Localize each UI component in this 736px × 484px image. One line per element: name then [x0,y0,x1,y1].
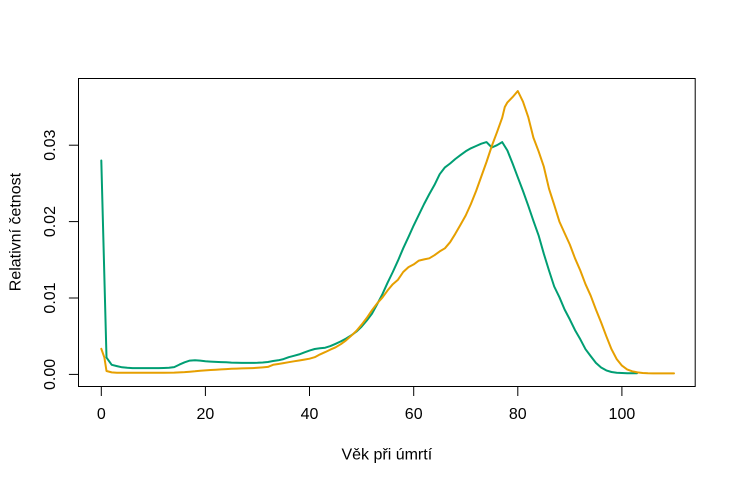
svg-text:Relativní četnost: Relativní četnost [7,172,24,291]
svg-text:80: 80 [509,406,527,423]
svg-text:Věk při úmrtí: Věk při úmrtí [341,446,432,463]
svg-text:40: 40 [301,406,319,423]
svg-text:0: 0 [97,406,106,423]
svg-text:20: 20 [197,406,215,423]
svg-text:0.03: 0.03 [42,130,59,161]
svg-text:0.02: 0.02 [42,206,59,237]
svg-text:60: 60 [405,406,423,423]
svg-text:0.00: 0.00 [42,359,59,390]
svg-text:100: 100 [609,406,636,423]
svg-text:0.01: 0.01 [42,282,59,313]
